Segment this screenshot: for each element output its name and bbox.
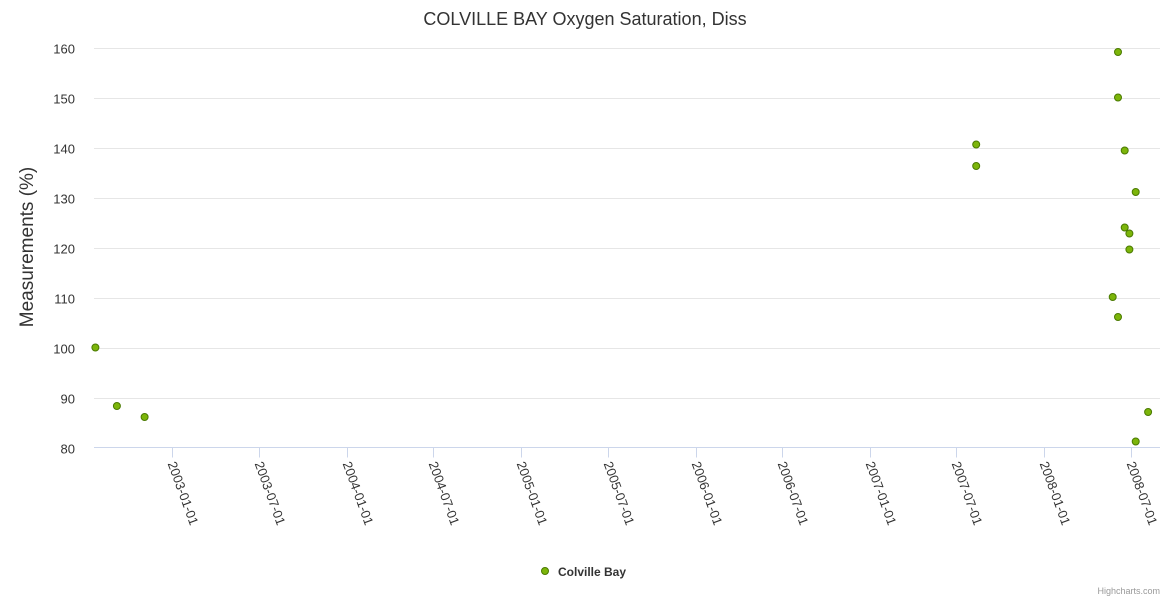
data-point[interactable] bbox=[1108, 293, 1117, 301]
data-point[interactable] bbox=[1114, 313, 1122, 321]
data-point[interactable] bbox=[1131, 188, 1140, 196]
data-point[interactable] bbox=[1120, 223, 1129, 232]
x-tick-label: 2005-07-01 bbox=[601, 459, 638, 527]
x-tick-label: 2007-01-01 bbox=[863, 459, 900, 527]
data-point[interactable] bbox=[140, 413, 149, 421]
data-point[interactable] bbox=[1125, 245, 1134, 254]
chart-title: COLVILLE BAY Oxygen Saturation, Diss bbox=[423, 9, 746, 29]
data-point[interactable] bbox=[972, 162, 981, 170]
legend-item-colville-bay[interactable]: Colville Bay bbox=[558, 565, 626, 579]
series-colville-bay bbox=[91, 48, 1153, 446]
data-point[interactable] bbox=[1114, 48, 1122, 56]
y-tick-label: 120 bbox=[53, 242, 75, 257]
x-tick-label: 2005-01-01 bbox=[514, 459, 551, 527]
data-point[interactable] bbox=[1125, 229, 1134, 238]
y-tick-label: 160 bbox=[53, 42, 75, 57]
x-tick-label: 2008-07-01 bbox=[1124, 459, 1161, 527]
data-point[interactable] bbox=[1114, 93, 1122, 102]
y-axis-title: Measurements (%) bbox=[17, 167, 38, 328]
x-tick-label: 2004-07-01 bbox=[426, 459, 463, 527]
x-tick-label: 2003-07-01 bbox=[252, 459, 289, 527]
legend[interactable]: Colville Bay bbox=[541, 565, 627, 579]
data-point[interactable] bbox=[91, 343, 100, 352]
gridlines bbox=[94, 48, 1160, 399]
legend-marker[interactable] bbox=[541, 567, 549, 575]
credits-link[interactable]: Highcharts.com bbox=[1097, 586, 1160, 596]
x-tick-label: 2008-01-01 bbox=[1037, 459, 1074, 527]
data-point[interactable] bbox=[1120, 146, 1129, 155]
data-point[interactable] bbox=[1144, 408, 1153, 416]
data-point[interactable] bbox=[972, 140, 981, 149]
y-axis-ticks: 80 90 100 110 120 130 140 150 160 bbox=[53, 42, 75, 457]
y-tick-label: 140 bbox=[53, 142, 75, 157]
data-point[interactable] bbox=[112, 402, 121, 410]
y-tick-label: 100 bbox=[53, 342, 75, 357]
data-point[interactable] bbox=[1131, 437, 1140, 446]
x-axis-ticks: 2003-01-01 2003-07-01 2004-01-01 2004-07-01… bbox=[165, 447, 1161, 527]
x-tick-label: 2003-01-01 bbox=[165, 459, 202, 527]
x-tick-label: 2006-01-01 bbox=[689, 459, 726, 527]
x-tick-label: 2007-07-01 bbox=[949, 459, 986, 527]
x-tick-label: 2006-07-01 bbox=[775, 459, 812, 527]
y-tick-label: 150 bbox=[53, 92, 75, 107]
y-tick-label: 80 bbox=[61, 442, 75, 457]
y-tick-label: 90 bbox=[61, 392, 75, 407]
y-tick-label: 110 bbox=[54, 292, 75, 307]
y-tick-label: 130 bbox=[53, 192, 75, 207]
x-tick-label: 2004-01-01 bbox=[340, 459, 377, 527]
